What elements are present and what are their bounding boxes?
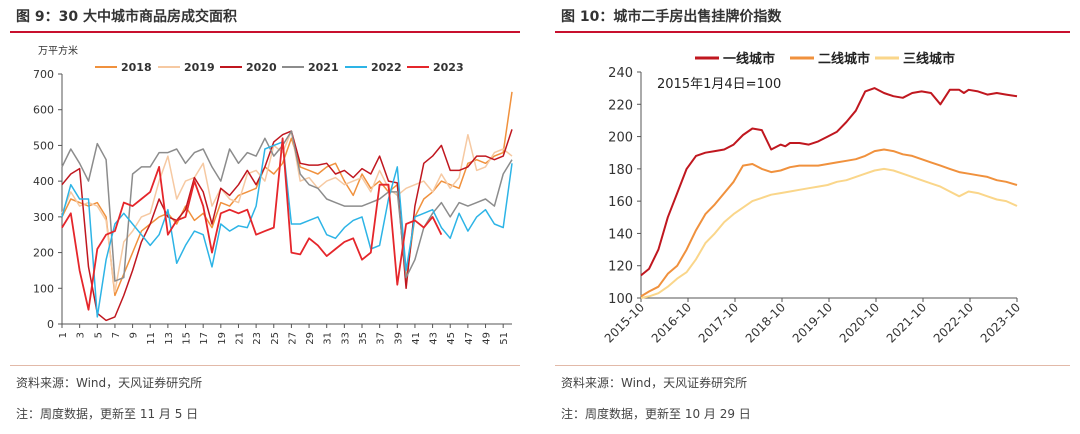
y-tick-label: 100 (608, 292, 633, 307)
x-tick-label: 47 (464, 332, 475, 345)
legend-label-2021: 2021 (308, 61, 339, 74)
y-tick-label: 400 (33, 175, 54, 188)
right-title-rule (555, 31, 1070, 33)
base-annotation: 2015年1月4日=100 (657, 77, 781, 92)
left-source-text: 资料来源：Wind，天风证券研究所 (16, 376, 203, 390)
x-tick-label: 29 (305, 332, 316, 345)
x-tick-label: 23 (252, 332, 263, 345)
y-tick-label: 500 (33, 139, 54, 152)
x-tick-label: 31 (323, 332, 334, 345)
x-tick-label: 25 (270, 332, 281, 345)
right-bottom-rule (555, 365, 1070, 366)
y-tick-label: 700 (33, 68, 54, 81)
x-tick-label: 5 (93, 332, 104, 338)
x-tick-label: 37 (376, 332, 387, 345)
y-tick-label: 140 (608, 227, 633, 242)
series-line-2023 (61, 137, 443, 311)
legend-label-2020: 2020 (246, 61, 277, 74)
x-tick-label: 49 (482, 332, 493, 345)
legend-label-2018: 2018 (121, 61, 152, 74)
legend-label-tier1: 一线城市 (723, 51, 775, 67)
x-tick-label: 21 (234, 332, 245, 345)
y-tick-label: 200 (33, 247, 54, 260)
right-figure-panel: 图 10：城市二手房出售挂牌价指数 100 120 140 160 180 200 220 2… (545, 0, 1080, 434)
series-line-2018 (61, 91, 513, 297)
series-line-tier1 (640, 87, 1018, 277)
series-line-tier3 (640, 167, 1018, 299)
legend-label-tier3: 三线城市 (903, 51, 955, 67)
x-tick-label: 9 (129, 332, 140, 338)
x-tick-label: 39 (393, 332, 404, 345)
x-tick-label: 2015-10 (602, 300, 647, 345)
series-line-2020 (61, 129, 513, 322)
y-tick-label: 100 (33, 282, 54, 295)
y-tick-label: 120 (608, 260, 633, 275)
x-tick-label: 13 (164, 332, 175, 345)
x-tick-label: 1 (58, 332, 69, 338)
series-line-tier2 (640, 148, 1018, 298)
right-figure-title: 图 10：城市二手房出售挂牌价指数 (561, 9, 782, 25)
legend-label-2019: 2019 (184, 61, 215, 74)
x-tick-label: 2016-10 (649, 300, 694, 345)
legend-label-2023: 2023 (433, 61, 464, 74)
x-tick-label: 27 (287, 332, 298, 345)
y-tick-label: 300 (33, 211, 54, 224)
x-tick-label: 43 (429, 332, 440, 345)
y-tick-label: 220 (608, 98, 633, 113)
x-tick-label: 33 (340, 332, 351, 345)
series-line-2022 (61, 141, 513, 318)
y-tick-label: 240 (608, 66, 633, 81)
x-tick-label: 11 (146, 332, 157, 345)
x-tick-label: 2017-10 (696, 300, 741, 345)
x-tick-label: 19 (217, 332, 228, 345)
legend-label-tier2: 二线城市 (818, 51, 870, 67)
x-tick-label: 2019-10 (790, 300, 835, 345)
x-tick-label: 45 (446, 332, 457, 345)
y-tick-label: 180 (608, 163, 633, 178)
left-figure-title: 图 9：30 大中城市商品房成交面积 (16, 9, 237, 25)
left-title-rule (10, 31, 520, 33)
x-tick-label: 2021-10 (884, 300, 929, 345)
x-tick-label: 15 (182, 332, 193, 345)
right-note-text: 注：周度数据，更新至 10 月 29 日 (561, 407, 751, 421)
right-source-text: 资料来源：Wind，天风证券研究所 (561, 376, 748, 390)
x-tick-label: 41 (411, 332, 422, 345)
left-note-text: 注：周度数据，更新至 11 月 5 日 (16, 407, 199, 421)
x-tick-label: 35 (358, 332, 369, 345)
x-tick-label: 2020-10 (837, 300, 882, 345)
series-line-2019 (61, 130, 513, 293)
x-tick-label: 3 (76, 332, 87, 338)
y-tick-label: 160 (608, 195, 633, 210)
series-line-2021 (61, 130, 513, 282)
x-tick-label: 7 (111, 332, 122, 338)
y-tick-label: 600 (33, 104, 54, 117)
y-tick-label: 200 (608, 131, 633, 146)
x-tick-label: 2022-10 (931, 300, 976, 345)
legend-label-2022: 2022 (371, 61, 402, 74)
left-figure-panel: 图 9：30 大中城市商品房成交面积 万平方米 0 100 200 300 400 500 6… (0, 0, 530, 434)
x-tick-label: 17 (199, 332, 210, 345)
y-unit-label: 万平方米 (38, 44, 78, 57)
left-bottom-rule (10, 365, 520, 366)
y-tick-label: 0 (47, 318, 54, 331)
x-tick-label: 2023-10 (978, 300, 1023, 345)
x-tick-label: 2018-10 (743, 300, 788, 345)
x-tick-label: 51 (499, 332, 510, 345)
